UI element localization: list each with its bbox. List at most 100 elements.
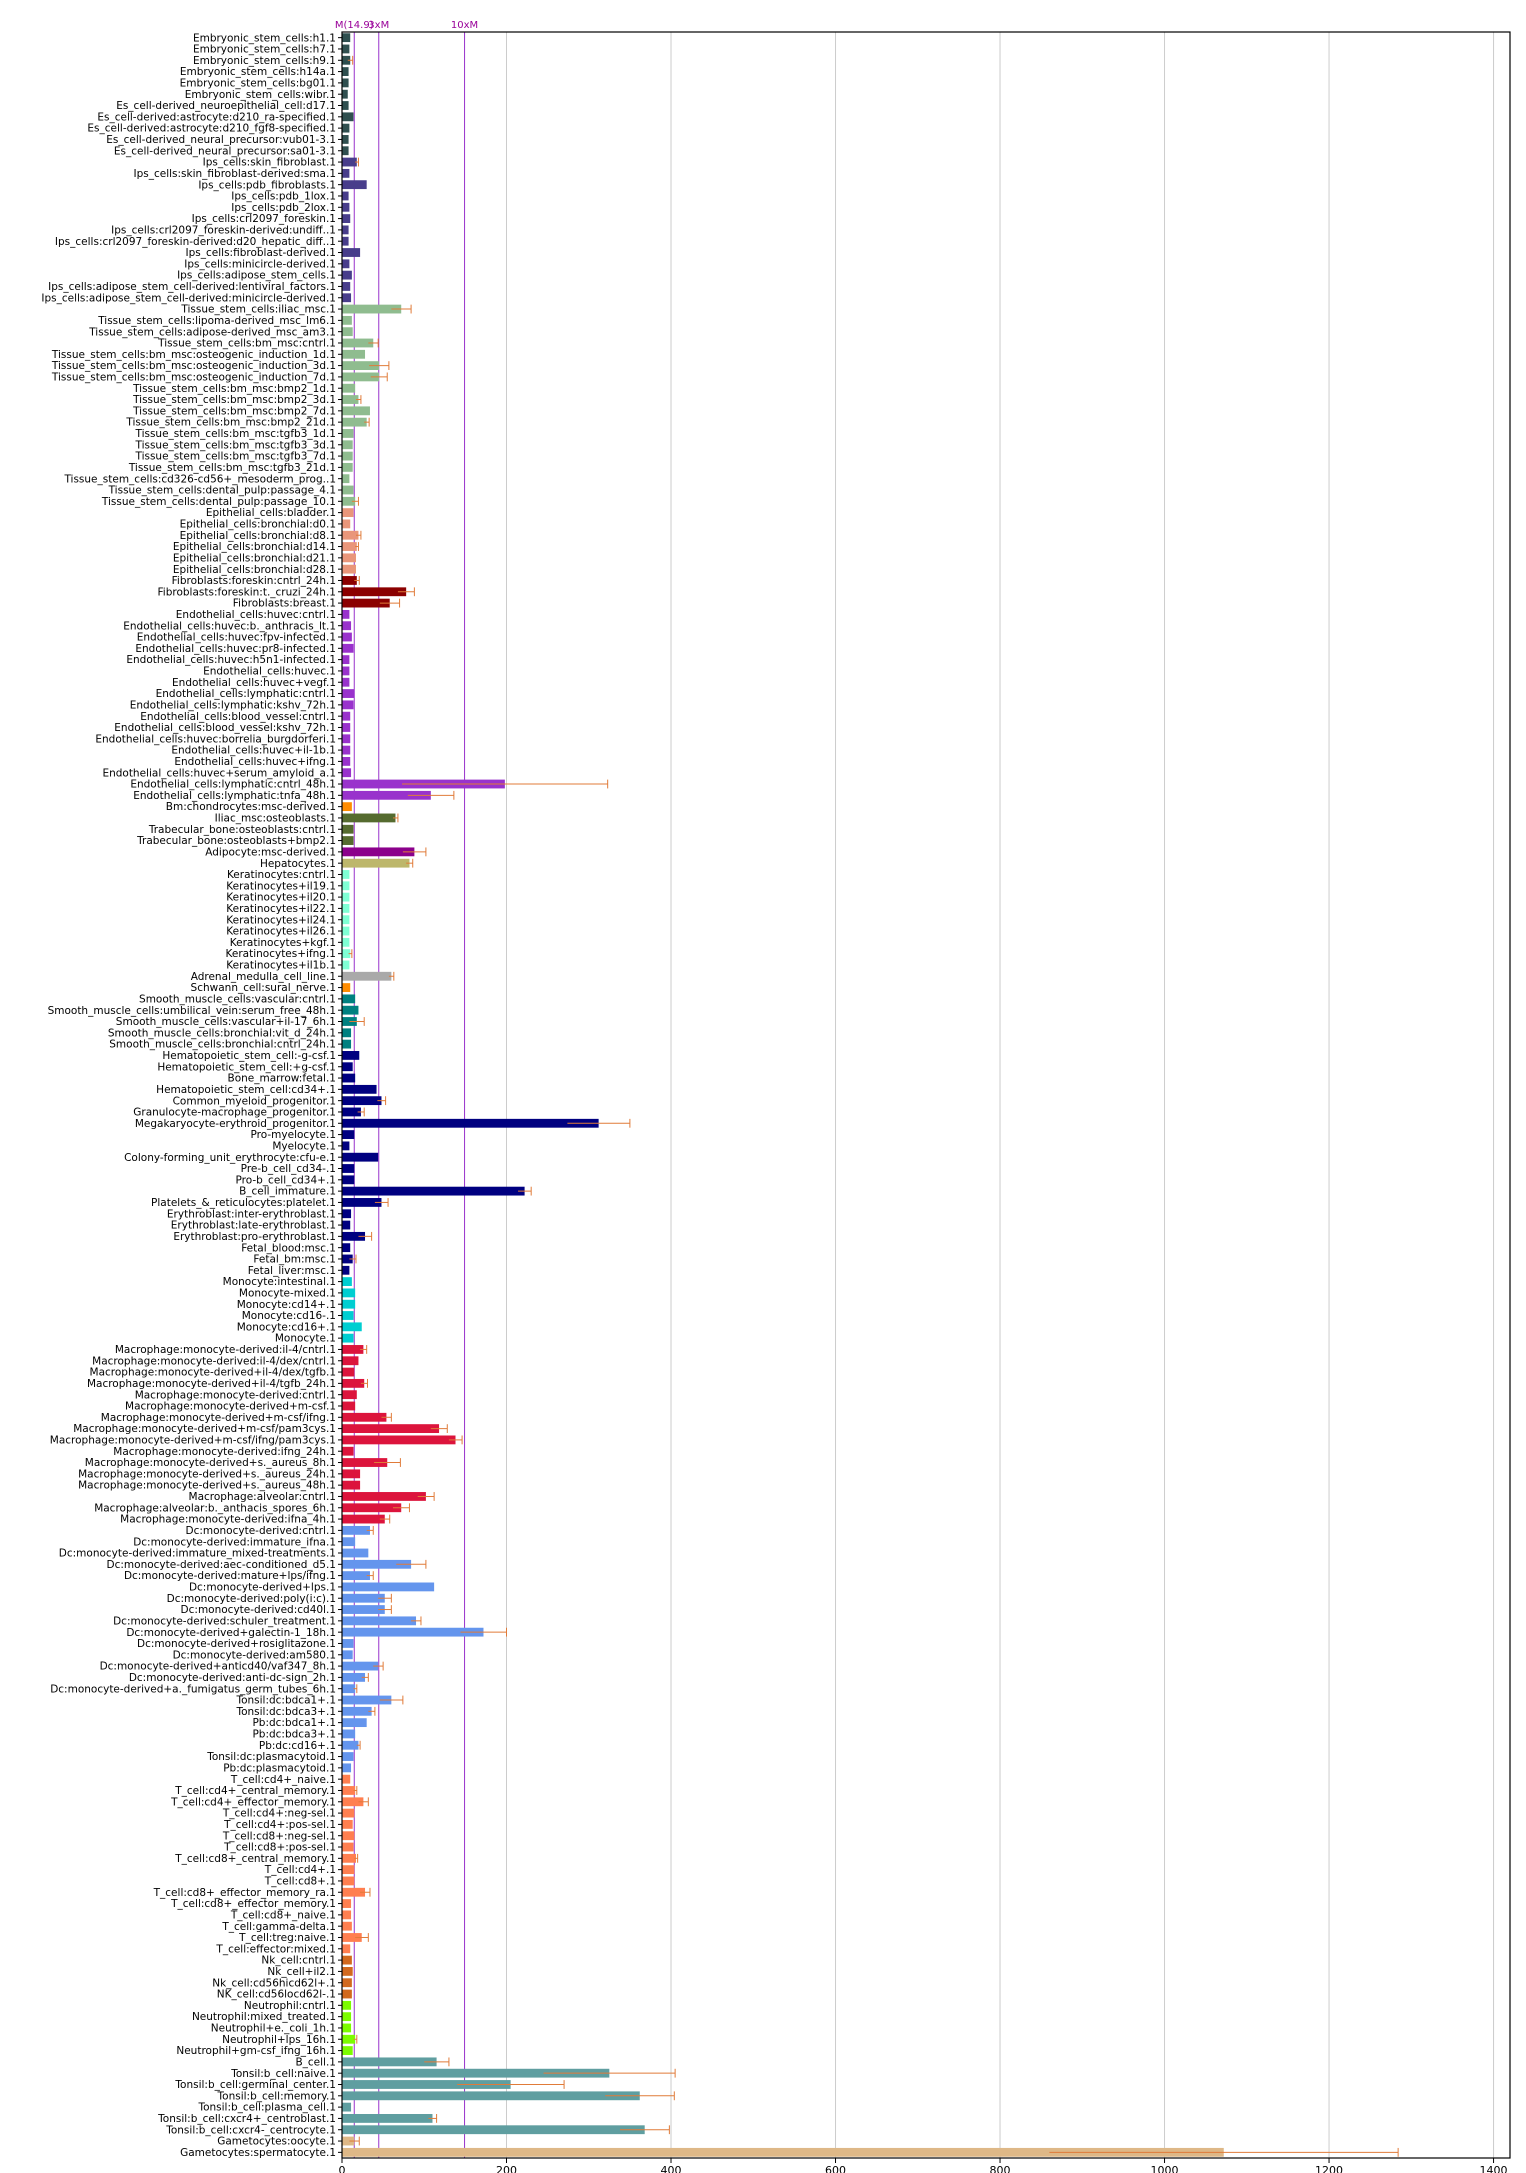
category-labels: Embryonic_stem_cells:h1.1Embryonic_stem_… [41, 32, 342, 2159]
category-label: Tissue_stem_cells:iliac_msc.1 [180, 304, 336, 316]
bar [342, 1130, 355, 1139]
category-label: Monocyte-mixed.1 [239, 1287, 336, 1299]
bar [342, 1254, 353, 1264]
category-label: Granulocyte-macrophage_progenitor.1 [133, 1107, 336, 1119]
bar [342, 790, 431, 800]
category-label: Epithelial_cells:bronchial:d21.1 [173, 552, 336, 564]
category-label: T_cell:cd8+_effector_memory.1 [170, 1898, 336, 1910]
category-label: T_cell:cd4+.1 [264, 1864, 336, 1876]
category-label: Nk_cell:cd56hicd62l+.1 [212, 1977, 336, 1989]
bar [342, 451, 353, 461]
category-label: Embryonic_stem_cells:h7.1 [193, 44, 336, 56]
category-label: Neutrophil:cntrl.1 [244, 2000, 336, 2012]
bar [342, 1333, 354, 1343]
category-label: Embryonic_stem_cells:h9.1 [193, 55, 336, 67]
category-label: Platelets_&_reticulocytes:platelet.1 [151, 1197, 336, 1209]
bar [342, 462, 353, 472]
bar [342, 1107, 361, 1117]
bar [342, 1752, 354, 1761]
bar [342, 474, 350, 484]
category-label: T_cell:cd8+:neg-sel.1 [222, 1830, 336, 1842]
bar [342, 1921, 352, 1931]
bar [342, 1797, 364, 1807]
category-label: Tissue_stem_cells:bm_msc:tgfb3_1d.1 [134, 428, 336, 440]
category-label: Tissue_stem_cells:bm_msc:bmp2_1d.1 [132, 383, 336, 395]
category-label: Tissue_stem_cells:bm_msc:osteogenic_indu… [51, 360, 336, 372]
category-label: Ips_cells:skin_fibroblast.1 [203, 157, 336, 169]
category-label: Macrophage:monocyte-derived:ifna_4h.1 [120, 1514, 336, 1526]
category-label: Endothelial_cells:lymphatic:cntrl.1 [156, 688, 336, 700]
bar [342, 576, 357, 585]
category-label: Tissue_stem_cells:dental_pulp:passage_4.… [108, 485, 336, 497]
category-label: Ips_cells:adipose_stem_cell-derived:lent… [48, 281, 336, 293]
bar [342, 1650, 353, 1660]
bar [342, 756, 351, 766]
category-label: Ips_cells:crl2097_foreskin.1 [192, 213, 336, 225]
category-label: Erythroblast:late-erythroblast.1 [171, 1220, 336, 1232]
bar [342, 1887, 366, 1897]
bar [342, 282, 351, 291]
bar [342, 949, 351, 959]
category-label: T_cell:cd4+:pos-sel.1 [223, 1819, 336, 1831]
category-label: Endothelial_cells:blood_vessel:kshv_72h.… [114, 722, 336, 734]
bar [342, 1853, 356, 1863]
bar [342, 542, 357, 551]
bar [342, 2012, 352, 2022]
bar [342, 1966, 353, 1976]
category-label: Gametocytes:spermatocyte.1 [180, 2147, 336, 2159]
category-label: Ips_cells:fibroblast-derived.1 [186, 247, 336, 259]
reference-line-label: 3xM [368, 20, 389, 31]
bar [342, 564, 356, 574]
bar [342, 1740, 359, 1750]
category-label: Macrophage:monocyte-derived+m-csf/ifng/p… [50, 1435, 336, 1447]
bar [342, 2068, 610, 2078]
bar [342, 1186, 525, 1196]
category-label: Ips_cells:adipose_stem_cells.1 [177, 270, 336, 282]
bar [342, 1774, 351, 1784]
category-label: B_cell.1 [295, 2056, 336, 2068]
bar [342, 1616, 417, 1626]
bar [342, 1446, 354, 1456]
category-label: Dc:monocyte-derived+lps.1 [189, 1582, 336, 1594]
bar [342, 971, 392, 981]
category-label: T_cell:treg:naive.1 [238, 1932, 336, 1944]
category-label: Neutrophil+gm-csf_ifng_16h.1 [176, 2045, 336, 2057]
bar [342, 689, 355, 698]
category-label: Endothelial_cells:huvec:b._anthracis_lt.… [123, 620, 336, 632]
category-label: Keratinocytes+ifng.1 [226, 948, 336, 960]
category-label: Endothelial_cells:huvec+ifng.1 [174, 756, 336, 768]
bar [342, 1141, 350, 1151]
bar [342, 983, 351, 992]
bar [342, 1265, 350, 1275]
category-label: Tissue_stem_cells:bm_msc:osteogenic_indu… [51, 372, 336, 384]
category-label: Macrophage:monocyte-derived:il-4/cntrl.1 [115, 1344, 336, 1356]
bar [342, 1899, 352, 1908]
category-label: Fetal_blood:msc.1 [241, 1242, 336, 1254]
bar [342, 1605, 385, 1614]
bar [342, 1096, 382, 1106]
bar [342, 101, 349, 110]
category-label: Es_cell-derived_neural_precursor:vub01-3… [106, 134, 336, 146]
bar [342, 1231, 366, 1241]
category-label: Dc:monocyte-derived+anticd40/vaf347_8h.1 [100, 1661, 336, 1673]
category-label: Tonsil:b_cell:cxcr4-_centrocyte.1 [165, 2124, 336, 2136]
category-label: Pb:dc:bdca3+.1 [252, 1729, 336, 1741]
category-label: Epithelial_cells:bladder.1 [206, 507, 336, 519]
x-tick-label: 1400 [1480, 2164, 1508, 2173]
category-label: Smooth_muscle_cells:bronchial:cntrl_24h.… [109, 1039, 336, 1051]
bar [342, 768, 352, 778]
category-label: Hematopoietic_stem_cell:-g-csf.1 [162, 1050, 336, 1062]
category-label: Macrophage:monocyte-derived+m-csf/pam3cy… [73, 1423, 336, 1435]
category-label: T_cell:cd4+:neg-sel.1 [222, 1808, 336, 1820]
bar [342, 1503, 402, 1513]
category-label: Tissue_stem_cells:adipose-derived_msc_am… [88, 326, 336, 338]
bar [342, 1435, 456, 1445]
bar [342, 1582, 435, 1592]
bar [342, 1345, 364, 1354]
category-label: Ips_cells:crl2097_foreskin-derived:d20_h… [55, 236, 336, 248]
category-label: Keratinocytes+il20.1 [226, 892, 336, 904]
category-label: Nk_cell+il2.1 [267, 1966, 336, 1978]
error-bar-layer [347, 55, 1399, 2157]
bar [342, 1175, 355, 1185]
category-label: T_cell:cd8+.1 [264, 1876, 336, 1888]
